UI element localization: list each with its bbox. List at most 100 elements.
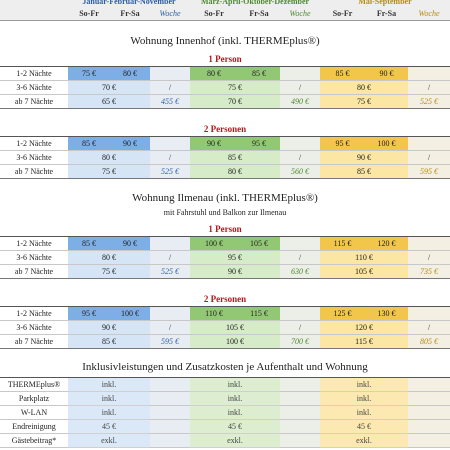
week-cell: 630 € [280,265,320,279]
row-label: THERMEplus® [0,378,68,392]
group-label: 1 Person [208,53,242,64]
week-cell [150,434,190,448]
price-cell: 95 € [320,137,365,151]
day-header: So-Fr [204,9,224,18]
price-cell: 75 € [320,95,408,109]
row-label: 3-6 Nächte [0,321,68,335]
week-cell [408,434,450,448]
price-cell: 85 € [68,335,150,349]
price-cell: 80 € [68,151,150,165]
price-cell: 85 € [238,67,280,81]
row-label: Endreinigung [0,420,68,434]
day-header: Woche [289,9,311,18]
week-cell: / [150,151,190,165]
row-label: W-LAN [0,406,68,420]
day-header: So-Fr [332,9,353,18]
week-cell: 525 € [408,95,450,109]
week-cell: / [280,321,320,335]
day-header: Fr-Sa [249,9,269,18]
row-label: Parkplatz [0,392,68,406]
extra-cell: exkl. [190,434,280,448]
price-cell: 105 € [320,265,408,279]
price-cell: 125 € [320,307,365,321]
week-cell: 700 € [280,335,320,349]
week-cell [408,237,450,251]
week-cell [150,307,190,321]
price-cell: 90 € [190,137,238,151]
week-cell: 525 € [150,165,190,179]
extra-cell: 45 € [68,420,150,434]
section-title: Wohnung Innenhof (inkl. THERMEplus®) [130,35,320,47]
row-label: 1-2 Nächte [0,237,68,251]
table-top [0,236,450,237]
row-label: ab 7 Nächte [0,335,68,349]
row-label: ab 7 Nächte [0,265,68,279]
section-subtitle: mit Fahrstuhl und Balkon zur Ilmenau [163,207,287,217]
week-cell: / [408,251,450,265]
day-header: So-Fr [79,9,99,18]
week-cell [280,434,320,448]
extra-cell: inkl. [190,378,280,392]
price-cell: 80 € [190,165,280,179]
row-label: 1-2 Nächte [0,307,68,321]
week-cell [280,237,320,251]
price-cell: 90 € [110,237,150,251]
section-title: Inklusivleistungen und Zusatzkosten je A… [82,361,368,373]
price-cell: 110 € [320,251,408,265]
week-cell [408,307,450,321]
row-label: Gästebeitrag* [0,434,68,448]
extra-cell: inkl. [320,378,408,392]
price-cell: 75 € [68,265,150,279]
price-cell: 115 € [320,335,408,349]
price-cell: 95 € [68,307,110,321]
price-cell: 80 € [68,251,150,265]
season-name: Januar-Februar-November [82,0,176,6]
price-cell: 95 € [190,251,280,265]
extra-cell: inkl. [68,378,150,392]
extra-cell: inkl. [320,392,408,406]
season-name: Mai-September [358,0,412,6]
week-cell: 595 € [150,335,190,349]
price-cell: 100 € [365,137,408,151]
week-cell [150,237,190,251]
table-top [0,136,450,137]
row-label: ab 7 Nächte [0,95,68,109]
price-cell: 85 € [68,137,110,151]
day-header: Woche [159,9,181,18]
week-cell: / [150,321,190,335]
week-cell [280,67,320,81]
week-cell: / [408,81,450,95]
week-cell: 805 € [408,335,450,349]
price-cell: 95 € [238,137,280,151]
week-cell: 735 € [408,265,450,279]
price-cell: 110 € [190,307,238,321]
price-cell: 65 € [68,95,150,109]
week-cell: / [408,151,450,165]
extra-cell: 45 € [190,420,280,434]
week-cell: / [150,251,190,265]
table-top [0,66,450,67]
group-label: 2 Personen [203,123,247,134]
season-name: März-April-Oktober-Dezember [200,0,310,6]
week-cell [280,420,320,434]
week-cell: / [280,81,320,95]
price-cell: 100 € [110,307,150,321]
week-cell: 525 € [150,265,190,279]
price-cell: 85 € [190,151,280,165]
price-cell: 75 € [68,67,110,81]
price-cell: 90 € [110,137,150,151]
row-label: 3-6 Nächte [0,81,68,95]
week-cell [408,378,450,392]
day-header: Fr-Sa [120,9,140,18]
week-cell: / [408,321,450,335]
price-cell: 130 € [365,307,408,321]
price-cell: 85 € [68,237,110,251]
price-cell: 90 € [190,265,280,279]
week-cell [280,392,320,406]
row-label: ab 7 Nächte [0,165,68,179]
row-label: 3-6 Nächte [0,251,68,265]
price-cell: 90 € [320,151,408,165]
price-cell: 105 € [190,321,280,335]
table-top [0,377,450,378]
